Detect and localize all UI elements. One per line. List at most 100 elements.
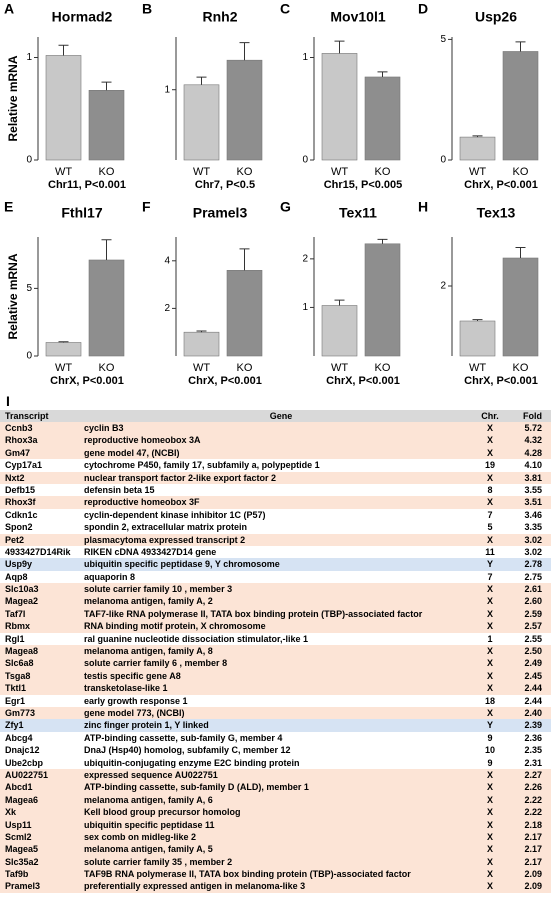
error-bar: [472, 319, 483, 321]
cell: 5: [487, 522, 493, 533]
chart-title: Rnh2: [203, 9, 238, 25]
y-tick-label: 5: [440, 34, 446, 45]
table-row: Taf9b TAF9B RNA polymerase II, TATA box b…: [0, 868, 551, 881]
cell: Defb15: [5, 484, 36, 495]
table-row: Gm773 gene model 773, (NCBI) X 2.40: [0, 706, 551, 720]
cell: testis specific gene A8: [84, 670, 181, 681]
bar: [364, 243, 401, 357]
y-axis-label: Relative mRNA: [6, 253, 20, 339]
cell: X: [486, 621, 493, 632]
bar: [45, 55, 82, 161]
bar: [364, 76, 401, 161]
cell: Rhox3a: [5, 435, 38, 446]
cell: X: [486, 769, 493, 780]
cell: Usp9y: [5, 559, 33, 570]
cell: Gm773: [5, 707, 36, 718]
table-row: Tktl1 transketolase-like 1 X 2.44: [0, 682, 551, 695]
cell: X: [486, 658, 493, 669]
cell: 2.61: [524, 584, 542, 595]
panel-letter: G: [280, 199, 291, 215]
error-bar: [196, 76, 207, 85]
x-tick-label: KO: [513, 362, 529, 374]
cell: 3.55: [524, 484, 542, 495]
x-axis-label: ChrX, P<0.001: [464, 375, 538, 387]
table-row: Pramel3 preferentially expressed antigen …: [0, 880, 551, 893]
cell: X: [486, 423, 493, 433]
table-row: Abcg4 ATP-binding cassette, sub-family G,…: [0, 731, 551, 745]
cell: 2.27: [524, 769, 542, 780]
cell: ral guanine nucleotide dissociation stim…: [84, 633, 309, 644]
cell: 2.18: [524, 819, 542, 830]
x-tick-label: WT: [55, 166, 72, 178]
cell: X: [486, 683, 493, 694]
x-tick-label: WT: [331, 166, 348, 178]
y-tick-label: 2: [164, 303, 170, 314]
x-tick-label: WT: [331, 362, 348, 374]
cell: cyclin B3: [84, 423, 124, 433]
column-header: Fold: [523, 411, 542, 421]
column-header: Gene: [269, 411, 293, 421]
chart-title: Pramel3: [193, 205, 248, 221]
cell: 2.36: [524, 732, 542, 743]
cell: 4.28: [524, 447, 542, 458]
cell: 2.45: [524, 670, 542, 681]
y-tick-label: 2: [440, 281, 446, 292]
cell: ATP-binding cassette, sub-family G, memb…: [84, 732, 283, 743]
error-bar: [334, 40, 345, 54]
y-tick-label: 4: [164, 255, 170, 266]
cell: 3.35: [524, 522, 542, 533]
cell: spondin 2, extracellular matrix protein: [84, 522, 248, 533]
x-tick-label: KO: [375, 362, 391, 374]
table-row: Gm47 gene model 47, (NCBI) X 4.28: [0, 446, 551, 460]
cell: reproductive homeobox 3A: [84, 435, 201, 446]
error-bar: [377, 238, 388, 244]
table: Transcript Gene Chr. Fold Ccnb3 cyclin B3 X 5.7…: [0, 410, 551, 893]
cell: RNA binding motif protein, X chromosome: [84, 621, 266, 632]
cell: defensin beta 15: [84, 484, 155, 495]
y-tick-label: 0: [26, 155, 32, 166]
x-tick-label: KO: [99, 362, 115, 374]
error-bar: [239, 42, 250, 61]
x-axis-label: ChrX, P<0.001: [50, 375, 124, 387]
x-tick-label: KO: [237, 166, 253, 178]
table-row: Magea2 melanoma antigen, family A, 2 X 2.60: [0, 595, 551, 608]
panel-letter: E: [4, 199, 13, 215]
cell: Tsga8: [5, 670, 31, 681]
cell: X: [486, 447, 493, 458]
error-bar: [101, 81, 112, 91]
chart-title: Tex13: [477, 205, 516, 221]
cell: gene model 47, (NCBI): [84, 447, 180, 458]
bar: [321, 305, 358, 357]
cell: preferentially expressed antigen in mela…: [84, 881, 306, 892]
cell: X: [486, 670, 493, 681]
cell: 2.60: [524, 596, 542, 607]
cell: 10: [484, 745, 495, 756]
cell: Xk: [5, 807, 17, 818]
cell: 4.32: [524, 435, 542, 446]
cell: X: [486, 646, 493, 657]
cell: 4.10: [524, 460, 542, 471]
cell: Rgl1: [5, 633, 25, 644]
table-row: Tsga8 testis specific gene A8 X 2.45: [0, 669, 551, 683]
cell: Aqp8: [5, 571, 28, 582]
cell: X: [486, 435, 493, 446]
error-bar: [515, 247, 526, 258]
cell: TAF9B RNA polymerase II, TATA box bindin…: [84, 869, 411, 880]
cell: 2.49: [524, 658, 542, 669]
x-axis-label: ChrX, P<0.001: [326, 375, 400, 387]
chart-title: Tex11: [339, 205, 377, 221]
x-tick-label: KO: [99, 166, 115, 178]
panel-letter: B: [142, 1, 152, 17]
bar: [183, 331, 220, 357]
cell: Magea5: [5, 844, 39, 855]
bar: [45, 342, 82, 357]
cell: 2.22: [524, 794, 542, 805]
y-axis-label: Relative mRNA: [6, 55, 20, 141]
cell: Pramel3: [5, 881, 41, 892]
cell: 2.17: [524, 856, 542, 867]
cell: 2.31: [524, 757, 542, 768]
cell: Spon2: [5, 522, 33, 533]
cell: Y: [486, 720, 493, 731]
